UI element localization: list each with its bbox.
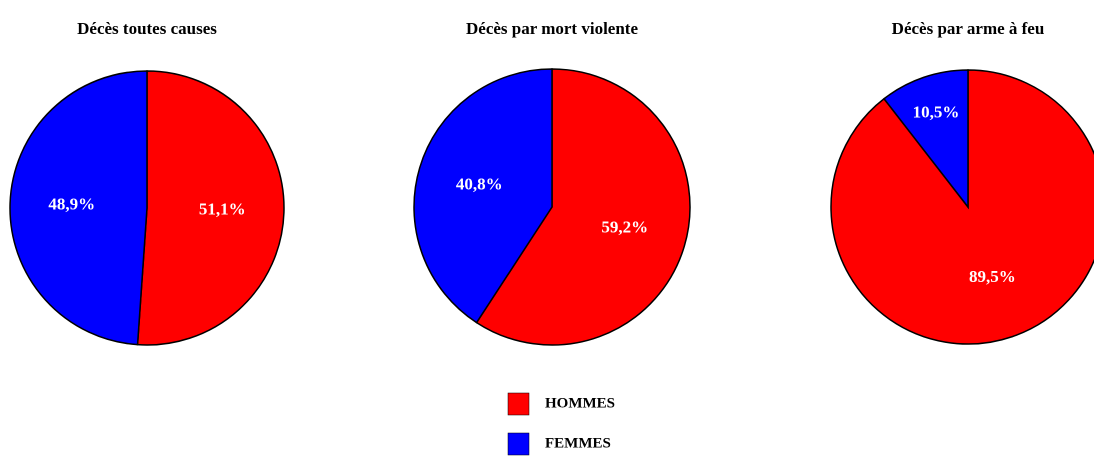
value-label: 89,5%: [969, 267, 1016, 286]
chart-title: Décès toutes causes: [77, 19, 217, 38]
value-label: 10,5%: [913, 103, 960, 122]
legend-label: FEMMES: [545, 435, 611, 451]
pie-slice: [882, 69, 969, 210]
value-label: 59,2%: [601, 218, 648, 237]
pie-slice: [9, 70, 148, 346]
value-label: 48,9%: [48, 194, 95, 213]
pie-slice: [830, 69, 1094, 345]
legend-swatch: [507, 432, 530, 456]
value-label: 51,1%: [199, 200, 246, 219]
pie-slice: [413, 68, 553, 324]
pie-slice: [136, 70, 285, 346]
value-label: 40,8%: [456, 174, 503, 193]
pie-slice: [475, 68, 691, 346]
chart-title: Décès par arme à feu: [892, 19, 1045, 38]
chart-title: Décès par mort violente: [466, 19, 638, 38]
legend-label: HOMMES: [545, 395, 615, 411]
legend-swatch: [507, 392, 530, 416]
